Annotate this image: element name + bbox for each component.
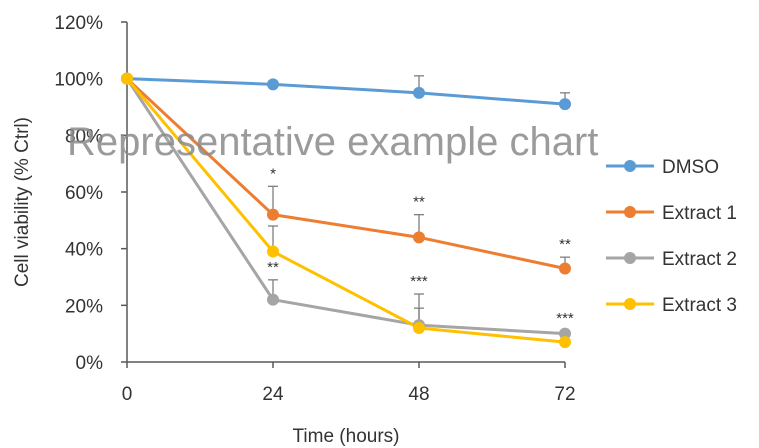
legend-swatch-marker-dmso — [624, 160, 636, 172]
y-tick-label: 0% — [76, 353, 104, 374]
significance-label: ** — [413, 194, 425, 211]
data-point-extract-2 — [267, 293, 279, 306]
series-line-extract-1 — [125, 77, 566, 270]
series-line-extract-2 — [125, 77, 566, 336]
data-point-extract-3 — [559, 336, 571, 349]
data-point-extract-1 — [267, 208, 279, 221]
y-tick-label: 100% — [54, 70, 103, 91]
x-tick-label: 72 — [554, 384, 575, 405]
significance-label: *** — [556, 310, 574, 327]
data-point-extract-1 — [413, 231, 425, 244]
data-point-extract-3 — [413, 322, 425, 334]
x-tick-label: 0 — [122, 384, 133, 405]
significance-label: ** — [267, 259, 279, 276]
series-lines — [125, 77, 566, 344]
y-tick-label: 120% — [54, 13, 103, 34]
y-tick-label: 80% — [65, 126, 103, 147]
legend-label-extract-1: Extract 1 — [662, 203, 737, 224]
data-point-dmso — [267, 78, 279, 91]
series-markers — [121, 72, 571, 349]
series-line-extract-3 — [125, 77, 566, 344]
significance-labels: ************* — [267, 165, 574, 327]
significance-label: * — [270, 165, 276, 182]
x-axis-ticks: 0 24 48 72 — [122, 362, 576, 405]
x-tick-label: 24 — [262, 384, 284, 405]
series-line-dmso — [126, 77, 566, 106]
significance-label: *** — [410, 273, 428, 290]
watermark-text: Representative example chart — [67, 120, 598, 164]
data-point-extract-2 — [559, 327, 571, 340]
legend-swatch-marker-extract-2 — [624, 252, 636, 264]
y-tick-label: 20% — [65, 296, 103, 317]
data-point-extract-1 — [559, 262, 571, 275]
legend: DMSO Extract 1 Extract 2 Extract 3 — [606, 157, 737, 316]
x-axis-title: Time (hours) — [293, 426, 400, 447]
y-tick-label: 40% — [65, 240, 103, 261]
data-point-dmso — [413, 86, 425, 99]
y-axis-ticks: 0% 20% 40% 60% 80% 100% 120% — [54, 13, 127, 374]
data-point-extract-3 — [267, 245, 279, 258]
significance-label: ** — [559, 236, 571, 253]
data-point-extract-3 — [121, 72, 133, 85]
x-tick-label: 48 — [408, 384, 429, 405]
legend-label-dmso: DMSO — [662, 157, 719, 178]
data-point-dmso — [559, 98, 571, 111]
y-axis-title: Cell viability (% Ctrl) — [12, 117, 33, 287]
legend-label-extract-2: Extract 2 — [662, 249, 737, 270]
legend-swatch-marker-extract-1 — [624, 206, 636, 218]
y-tick-label: 60% — [65, 183, 103, 204]
legend-label-extract-3: Extract 3 — [662, 295, 737, 316]
legend-swatch-marker-extract-3 — [624, 298, 636, 310]
